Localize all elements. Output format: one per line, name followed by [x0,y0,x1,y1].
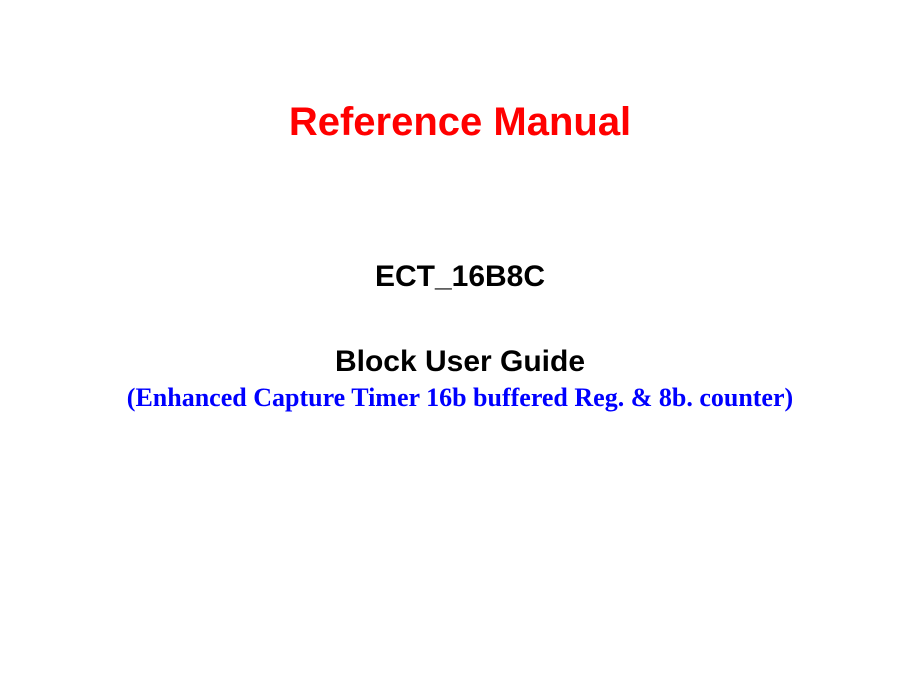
main-title: Reference Manual [0,100,920,145]
slide: Reference Manual ECT_16B8C Block User Gu… [0,0,920,690]
subtitle-line-1: ECT_16B8C [0,260,920,294]
subtitle-line-2: Block User Guide [0,345,920,379]
subtitle-line-3: (Enhanced Capture Timer 16b buffered Reg… [0,383,920,413]
